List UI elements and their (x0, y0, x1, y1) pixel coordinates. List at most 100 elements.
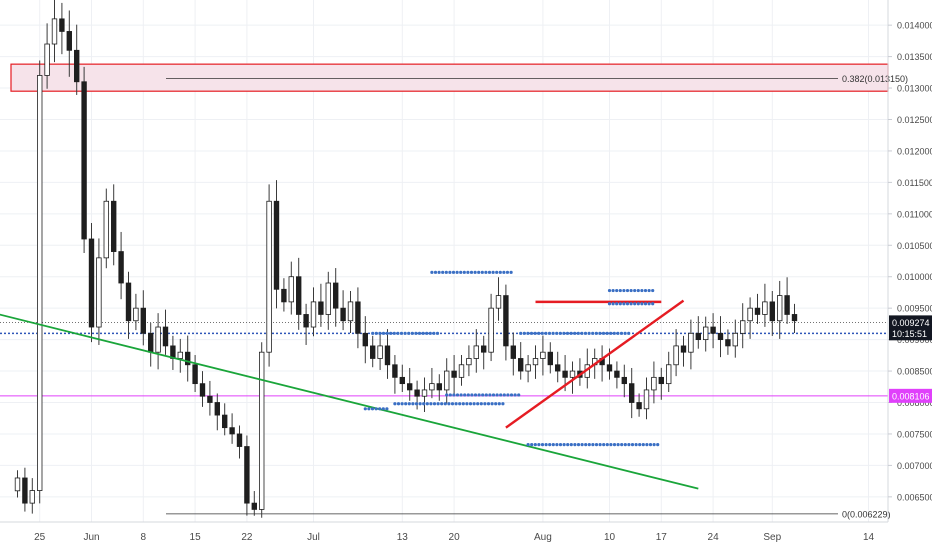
candle-down[interactable] (333, 282, 339, 309)
candle-down[interactable] (185, 351, 191, 366)
candle-down[interactable] (629, 383, 635, 403)
candle-up[interactable] (14, 477, 21, 492)
candle-up[interactable] (96, 257, 102, 328)
candle-down[interactable] (481, 345, 487, 353)
candle-down[interactable] (614, 370, 620, 378)
candle-down[interactable] (399, 376, 405, 385)
candle-up[interactable] (377, 345, 383, 359)
candle-up[interactable] (488, 307, 494, 353)
candle-down[interactable] (503, 295, 509, 347)
candle-up[interactable] (569, 370, 576, 378)
candle-down[interactable] (59, 18, 65, 32)
candle-down[interactable] (88, 238, 95, 328)
candle-down[interactable] (66, 31, 72, 51)
candle-down[interactable] (555, 364, 561, 372)
candle-up[interactable] (540, 351, 546, 359)
candle-up[interactable] (777, 295, 783, 322)
descending-trendline[interactable] (0, 297, 699, 490)
candle-down[interactable] (695, 332, 701, 341)
candle-up[interactable] (259, 351, 265, 510)
candle-up[interactable] (44, 43, 50, 76)
candle-down[interactable] (74, 49, 80, 83)
candle-down[interactable] (111, 200, 117, 252)
candle-up[interactable] (747, 307, 753, 322)
candle-down[interactable] (340, 307, 346, 322)
candle-down[interactable] (547, 351, 553, 366)
candle-up[interactable] (347, 301, 354, 322)
candle-up[interactable] (133, 307, 139, 322)
candle-up[interactable] (762, 301, 768, 315)
candle-up[interactable] (103, 200, 109, 259)
candle-up[interactable] (666, 364, 672, 385)
candle-down[interactable] (162, 326, 169, 347)
candle-down[interactable] (318, 301, 324, 315)
candle-down[interactable] (451, 370, 457, 378)
candle-down[interactable] (244, 446, 250, 504)
candle-up[interactable] (266, 200, 272, 353)
candle-down[interactable] (407, 383, 413, 391)
candle-down[interactable] (680, 345, 687, 353)
price-axis[interactable]: 0.014000 0.013500 0.013000 0.012500 0.012000… (888, 21, 932, 503)
candle-up[interactable] (288, 276, 294, 303)
candle-up[interactable] (673, 345, 679, 366)
candle-down[interactable] (125, 282, 132, 322)
candle-up[interactable] (495, 295, 502, 309)
candle-up[interactable] (688, 332, 694, 353)
candle-down[interactable] (199, 383, 206, 397)
candle-up[interactable] (155, 326, 161, 353)
time-axis[interactable]: 25 Jun 8 15 22 Jul 13 20 Aug 10 17 24 Sep 14 (34, 532, 874, 543)
candle-down[interactable] (236, 433, 243, 447)
drawings[interactable] (0, 297, 699, 490)
candle-down[interactable] (303, 314, 309, 328)
candle-down[interactable] (355, 301, 361, 334)
candle-up[interactable] (651, 376, 657, 391)
candle-up[interactable] (740, 320, 746, 334)
candle-down[interactable] (710, 326, 716, 334)
candle-down[interactable] (192, 364, 198, 385)
candle-down[interactable] (370, 345, 376, 359)
candle-down[interactable] (273, 200, 280, 290)
candle-down[interactable] (229, 427, 235, 435)
candle-up[interactable] (177, 351, 183, 359)
candle-up[interactable] (643, 389, 650, 410)
candle-down[interactable] (784, 295, 790, 315)
candle-down[interactable] (754, 307, 761, 315)
candle-down[interactable] (118, 251, 124, 284)
candle-up[interactable] (525, 364, 531, 372)
triangle-support-line[interactable] (505, 299, 685, 429)
candle-down[interactable] (518, 358, 524, 372)
candle-up[interactable] (532, 358, 539, 366)
candle-down[interactable] (384, 345, 391, 366)
candle-up[interactable] (458, 364, 465, 378)
candle-down[interactable] (362, 332, 368, 347)
candle-down[interactable] (636, 402, 642, 410)
candle-down[interactable] (436, 383, 442, 391)
candle-up[interactable] (310, 301, 317, 328)
candle-up[interactable] (444, 370, 450, 391)
candle-down[interactable] (140, 307, 146, 334)
candle-down[interactable] (392, 364, 398, 378)
candle-down[interactable] (510, 345, 516, 359)
candle-down[interactable] (791, 314, 798, 322)
candle-down[interactable] (148, 332, 154, 353)
candle-up[interactable] (473, 345, 479, 359)
candle-down[interactable] (414, 389, 420, 397)
candle-down[interactable] (562, 370, 568, 378)
candle-down[interactable] (214, 402, 220, 416)
candle-down[interactable] (207, 395, 213, 403)
candle-down[interactable] (621, 376, 627, 385)
candle-down[interactable] (717, 332, 724, 341)
candle-up[interactable] (429, 383, 435, 391)
candle-up[interactable] (29, 490, 35, 504)
candle-down[interactable] (296, 276, 302, 315)
candle-down[interactable] (658, 376, 664, 385)
candle-down[interactable] (281, 288, 287, 303)
candle-up[interactable] (703, 326, 709, 341)
candle-up[interactable] (37, 75, 43, 491)
candle-down[interactable] (725, 339, 731, 347)
candle-up[interactable] (51, 18, 58, 45)
candle-up[interactable] (421, 389, 428, 397)
candle-down[interactable] (251, 502, 257, 510)
